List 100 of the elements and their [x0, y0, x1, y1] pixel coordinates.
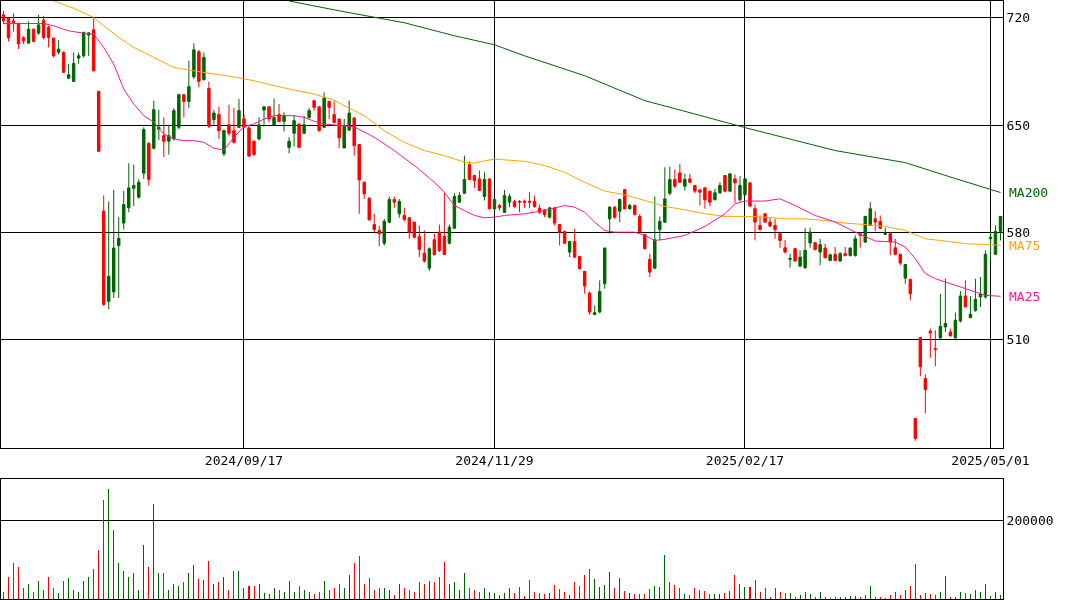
candlestick	[507, 193, 512, 208]
series-label: MA25	[1009, 289, 1041, 304]
candlestick	[522, 199, 527, 209]
candlestick	[828, 253, 832, 262]
candlestick	[998, 215, 1003, 241]
line-series	[53, 1, 1001, 246]
candlestick	[327, 100, 331, 120]
candlestick	[978, 276, 983, 308]
candlestick	[482, 171, 487, 201]
candlestick	[793, 247, 797, 262]
candlestick	[497, 203, 502, 212]
candlestick	[582, 270, 587, 295]
candlestick	[783, 239, 787, 255]
candlestick	[623, 188, 627, 210]
candlestick	[282, 111, 286, 132]
candlestick	[462, 155, 467, 195]
candlestick	[562, 230, 567, 245]
candlestick	[613, 205, 617, 220]
candlestick	[432, 233, 437, 256]
candlestick	[322, 91, 326, 129]
candlestick	[397, 198, 402, 219]
candlestick	[728, 173, 732, 193]
candlestick	[422, 229, 427, 264]
candlestick	[607, 205, 612, 235]
candlestick	[748, 182, 752, 207]
candlestick	[182, 93, 186, 118]
y-tick-label: 650	[1006, 117, 1031, 133]
candlestick	[297, 122, 301, 149]
candlestick	[197, 49, 201, 88]
candlestick	[492, 198, 497, 212]
candlestick	[517, 199, 522, 213]
x-tick-label: 2024/11/29	[455, 452, 534, 468]
candlestick	[26, 21, 31, 45]
candlestick	[437, 224, 442, 253]
candlestick	[838, 251, 842, 262]
candlestick	[813, 242, 817, 252]
candlestick	[427, 246, 432, 272]
candlestick	[883, 227, 887, 236]
candlestick	[923, 373, 928, 414]
series-label: MA75	[1009, 238, 1041, 253]
candlestick	[187, 60, 191, 109]
candlestick	[142, 126, 146, 180]
candlestick	[602, 246, 607, 290]
candlestick	[192, 42, 196, 80]
candlestick	[302, 115, 306, 135]
candlestick	[653, 195, 657, 270]
y-tick-label: 200000	[1006, 512, 1054, 528]
candlestick	[788, 253, 792, 269]
candlestick	[843, 246, 847, 258]
candlestick	[532, 195, 537, 209]
candlestick	[638, 213, 642, 233]
line-series	[288, 1, 1001, 194]
candlestick	[988, 229, 993, 261]
candlestick	[938, 293, 943, 340]
candlestick	[61, 51, 66, 74]
candlestick	[668, 166, 672, 196]
candlestick	[953, 312, 958, 340]
candlestick	[758, 214, 762, 232]
candlestick	[948, 328, 953, 337]
candlestick	[1, 10, 6, 25]
candlestick	[202, 51, 206, 82]
candlestick	[36, 14, 41, 36]
candlestick	[973, 278, 978, 313]
candlestick	[958, 290, 963, 323]
y-tick-label: 510	[1006, 331, 1031, 347]
candlestick	[477, 170, 482, 192]
candlestick	[618, 197, 622, 223]
candlestick	[91, 17, 96, 72]
candlestick	[147, 141, 151, 187]
candlestick	[913, 417, 918, 442]
candlestick	[943, 278, 948, 333]
candlestick	[21, 35, 26, 45]
candlestick	[217, 106, 221, 140]
candlestick	[918, 336, 923, 377]
y-tick-label: 720	[1006, 10, 1031, 26]
candlestick	[633, 204, 637, 216]
candlestick	[362, 181, 366, 200]
candlestick	[457, 191, 462, 204]
candlestick	[292, 115, 296, 147]
x-tick-label: 2025/05/01	[951, 452, 1030, 468]
candlestick	[372, 213, 376, 233]
candlestick	[833, 246, 837, 262]
candlestick	[117, 216, 121, 299]
candlestick	[808, 227, 812, 249]
candlestick	[628, 203, 632, 210]
candlestick	[688, 173, 692, 184]
candlestick	[587, 290, 592, 316]
candlestick	[96, 90, 101, 152]
candlestick	[392, 195, 397, 209]
candlestick	[968, 295, 973, 319]
candlestick	[567, 240, 572, 258]
candlestick	[207, 81, 211, 129]
candlestick	[56, 39, 61, 56]
candlestick	[888, 231, 892, 256]
candlestick	[262, 106, 266, 128]
x-tick-label: 2025/02/17	[705, 452, 785, 468]
candlestick	[778, 233, 782, 249]
series-label: MA200	[1009, 185, 1049, 200]
candlestick	[908, 278, 913, 301]
candlestick	[237, 98, 241, 129]
